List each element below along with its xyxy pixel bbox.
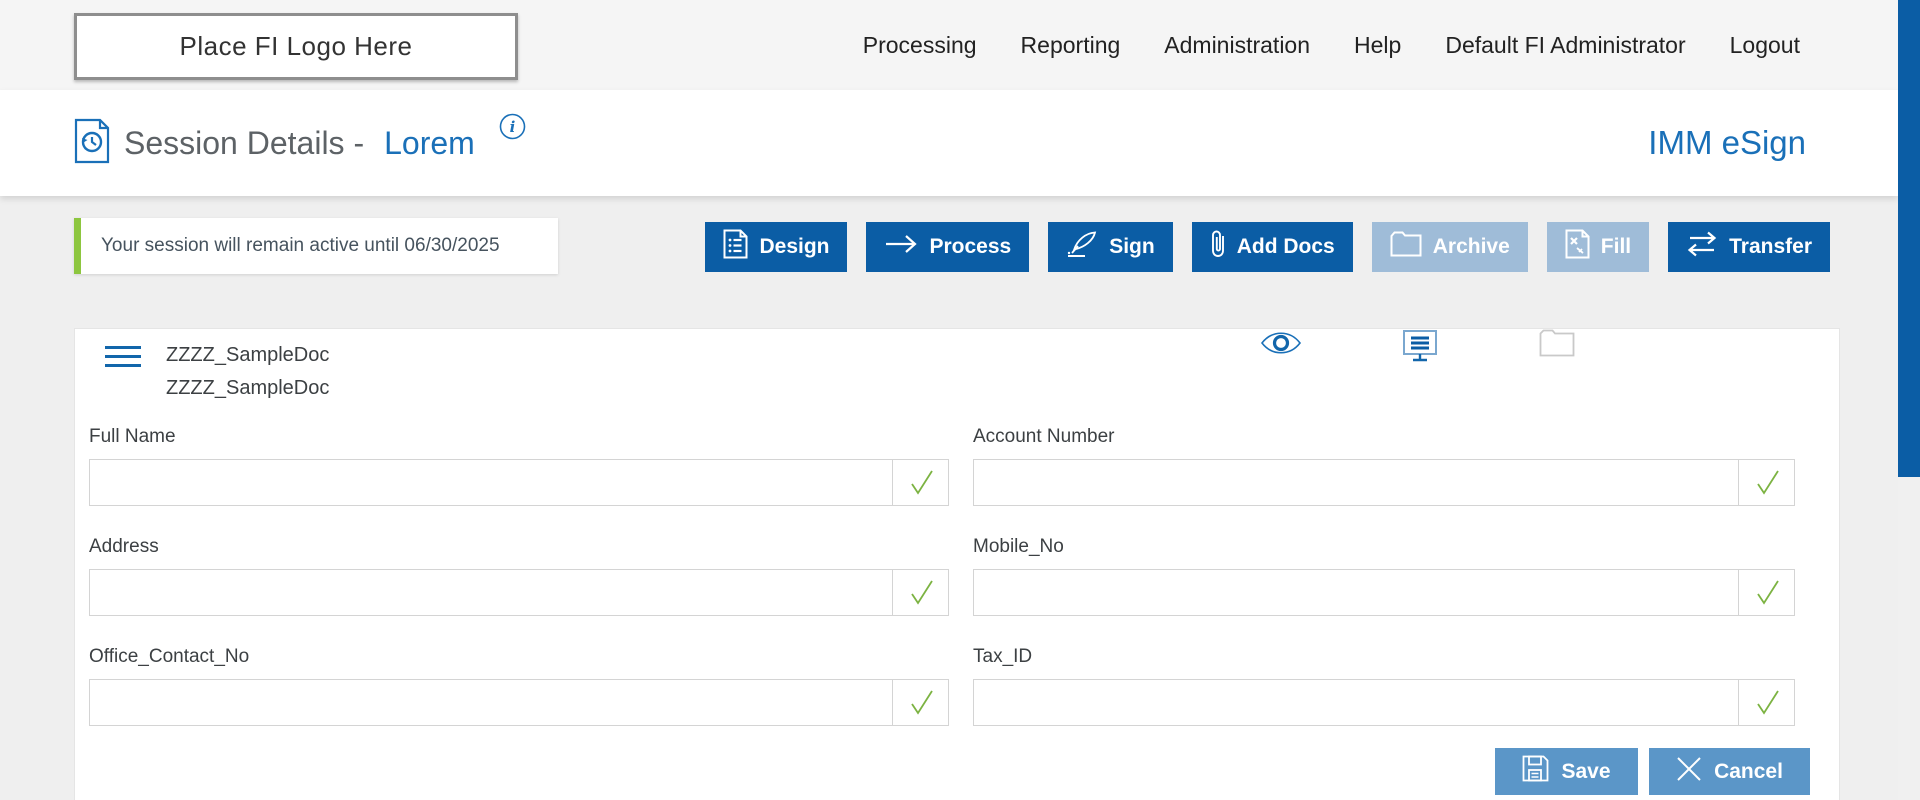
fill-button[interactable]: Fill — [1546, 222, 1650, 272]
field-label: Address — [89, 536, 159, 557]
transfer-button[interactable]: Transfer — [1668, 222, 1830, 272]
sign-button[interactable]: Sign — [1048, 222, 1173, 272]
fi-logo-placeholder: Place FI Logo Here — [74, 13, 518, 80]
session-name-link[interactable]: Lorem — [384, 124, 475, 161]
field-tax-id: Tax_ID — [973, 646, 1795, 726]
account-number-input[interactable] — [974, 460, 1738, 505]
valid-check-icon — [892, 460, 948, 505]
action-toolbar: Design Process Sign Add Docs — [680, 222, 1830, 272]
field-account-number: Account Number — [973, 426, 1795, 506]
menu-icon[interactable] — [105, 346, 141, 373]
document-item[interactable]: ZZZZ_SampleDoc — [166, 377, 330, 399]
valid-check-icon — [892, 680, 948, 725]
nav-processing[interactable]: Processing — [862, 31, 977, 58]
top-bar: Place FI Logo Here Processing Reporting … — [0, 0, 1898, 90]
folder-icon[interactable] — [1539, 329, 1575, 362]
field-office-contact-no: Office_Contact_No — [89, 646, 949, 726]
archive-button[interactable]: Archive — [1371, 222, 1528, 272]
cancel-button-label: Cancel — [1714, 759, 1783, 783]
arrow-right-icon — [884, 232, 918, 262]
process-button[interactable]: Process — [866, 222, 1030, 272]
fill-button-label: Fill — [1600, 235, 1632, 258]
mobile-no-input[interactable] — [974, 570, 1738, 615]
document-item[interactable]: ZZZZ_SampleDoc — [166, 344, 330, 366]
title-bar: Session Details - Lorem i IMM eSign — [0, 90, 1898, 196]
office-contact-no-input[interactable] — [90, 680, 892, 725]
field-full-name: Full Name — [89, 426, 949, 506]
design-button[interactable]: Design — [705, 222, 848, 272]
nav-reporting[interactable]: Reporting — [1020, 31, 1121, 58]
page-title: Session Details - — [124, 124, 365, 161]
field-label: Tax_ID — [973, 646, 1033, 667]
screen-icon[interactable] — [1402, 329, 1438, 368]
transfer-button-label: Transfer — [1729, 235, 1812, 258]
address-input[interactable] — [90, 570, 892, 615]
document-list: ZZZZ_SampleDoc ZZZZ_SampleDoc — [166, 339, 329, 405]
nav-administration[interactable]: Administration — [1164, 31, 1311, 58]
sign-button-label: Sign — [1109, 235, 1155, 258]
session-notice: Your session will remain active until 06… — [74, 218, 558, 274]
nav-current-user[interactable]: Default FI Administrator — [1445, 31, 1686, 58]
archive-button-label: Archive — [1432, 235, 1510, 258]
main-nav: Processing Reporting Administration Help… — [863, 0, 1800, 90]
fi-logo-text: Place FI Logo Here — [179, 31, 413, 61]
swap-arrows-icon — [1686, 231, 1718, 263]
session-notice-text: Your session will remain active until 06… — [101, 235, 500, 256]
cancel-button[interactable]: Cancel — [1649, 748, 1810, 795]
fill-doc-icon — [1565, 229, 1590, 265]
session-panel: ZZZZ_SampleDoc ZZZZ_SampleDoc Full Name … — [74, 328, 1840, 800]
process-button-label: Process — [929, 235, 1012, 258]
design-button-label: Design — [759, 235, 830, 258]
full-name-input[interactable] — [90, 460, 892, 505]
valid-check-icon — [892, 570, 948, 615]
save-icon — [1522, 755, 1549, 788]
field-label: Mobile_No — [973, 536, 1064, 557]
add-docs-button-label: Add Docs — [1236, 235, 1335, 258]
add-docs-button[interactable]: Add Docs — [1191, 222, 1353, 272]
svg-text:i: i — [509, 118, 515, 136]
session-history-icon — [74, 118, 110, 169]
valid-check-icon — [1738, 680, 1794, 725]
page-scrollbar[interactable] — [1898, 0, 1920, 800]
nav-help[interactable]: Help — [1354, 31, 1402, 58]
save-button[interactable]: Save — [1495, 748, 1638, 795]
info-icon[interactable]: i — [499, 113, 526, 145]
tax-id-input[interactable] — [974, 680, 1738, 725]
nav-logout[interactable]: Logout — [1729, 31, 1800, 58]
design-icon — [723, 229, 748, 265]
folder-icon — [1390, 231, 1422, 263]
quill-icon — [1066, 230, 1098, 264]
valid-check-icon — [1738, 570, 1794, 615]
field-label: Full Name — [89, 426, 176, 447]
eye-icon[interactable] — [1260, 329, 1302, 362]
field-label: Office_Contact_No — [89, 646, 250, 667]
paperclip-icon — [1210, 229, 1226, 265]
valid-check-icon — [1738, 460, 1794, 505]
save-button-label: Save — [1561, 759, 1611, 783]
brand-imm-esign: IMM eSign — [1648, 124, 1806, 161]
close-icon — [1676, 756, 1702, 788]
field-mobile-no: Mobile_No — [973, 536, 1795, 616]
scrollbar-thumb[interactable] — [1898, 0, 1920, 477]
field-address: Address — [89, 536, 949, 616]
field-label: Account Number — [973, 426, 1115, 447]
